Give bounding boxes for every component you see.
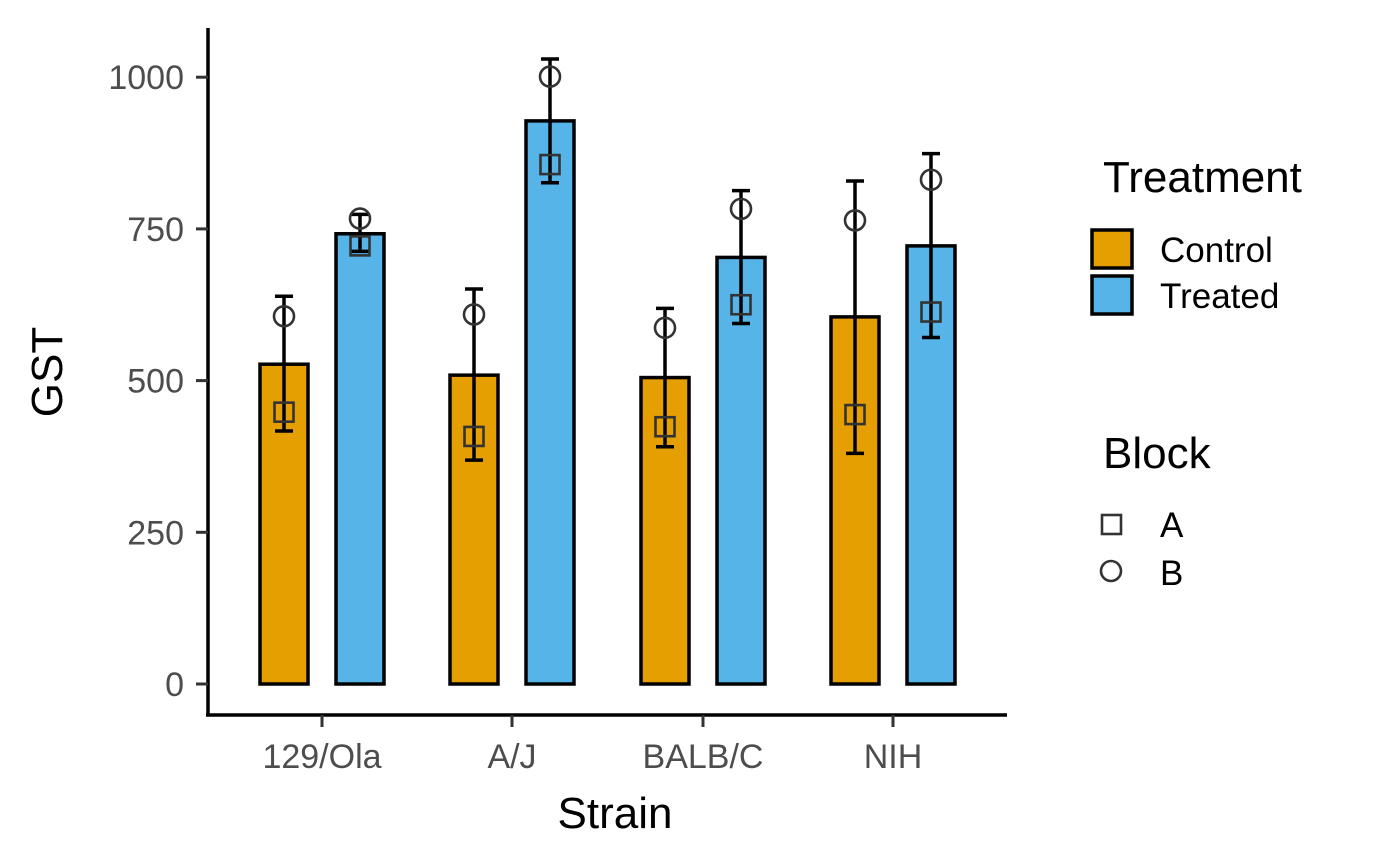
y-tick-label-1000: 1000 xyxy=(108,59,184,97)
legend-label-block-a: A xyxy=(1160,506,1184,545)
circle-icon xyxy=(1099,559,1123,583)
legend-treatment-title: Treatment xyxy=(1103,153,1302,202)
point-block-b-control-0 xyxy=(272,304,296,328)
legend-swatch-treated xyxy=(1090,274,1134,316)
bar-treated-2 xyxy=(715,255,767,686)
point-block-b-control-1 xyxy=(462,303,486,326)
error-bar-treated-3 xyxy=(922,151,940,340)
x-axis-title: Strain xyxy=(558,789,673,838)
bar-treated-1 xyxy=(524,119,576,686)
error-bar-treated-2 xyxy=(732,188,750,326)
x-tick-label-0: 129/Ola xyxy=(262,738,381,776)
point-block-a-treated-3 xyxy=(920,301,942,323)
plot-area xyxy=(258,57,957,686)
point-block-a-treated-2 xyxy=(730,293,752,316)
y-tick-label-0: 0 xyxy=(165,666,184,704)
error-bar-treated-0 xyxy=(351,212,369,254)
point-block-a-control-2 xyxy=(654,415,676,438)
point-block-a-control-0 xyxy=(273,401,295,423)
legend-label-treated: Treated xyxy=(1160,277,1279,316)
square-icon xyxy=(1100,513,1123,536)
x-tick-label-1: A/J xyxy=(487,738,536,776)
y-axis-title: GST xyxy=(23,327,72,417)
point-block-b-treated-0 xyxy=(348,207,372,230)
bar-treated-0 xyxy=(334,232,386,686)
error-bar-control-3 xyxy=(846,179,864,456)
point-block-b-control-3 xyxy=(843,209,867,232)
x-tick-label-3: NIH xyxy=(864,738,923,776)
legend-block: Block A B xyxy=(1099,429,1212,593)
point-block-a-control-3 xyxy=(844,403,866,426)
bar-treated-3 xyxy=(905,244,957,686)
point-block-b-control-2 xyxy=(653,316,677,340)
error-bar-control-2 xyxy=(656,306,674,449)
error-bar-treated-1 xyxy=(541,57,559,185)
point-block-b-treated-2 xyxy=(729,197,753,221)
legend-label-control: Control xyxy=(1160,231,1273,270)
legend-treatment: Treatment Control Treated xyxy=(1090,153,1302,316)
point-block-a-treated-1 xyxy=(539,153,561,176)
y-tick-label-250: 250 xyxy=(127,514,184,552)
error-bar-control-0 xyxy=(275,294,293,433)
error-bar-control-1 xyxy=(465,287,483,462)
axes: 0 250 500 750 1000 129/Ola A/J BALB/C NIH xyxy=(108,28,1007,776)
point-block-b-treated-1 xyxy=(538,65,562,88)
legend-label-block-b: B xyxy=(1160,554,1183,593)
legend-swatch-control xyxy=(1090,228,1134,270)
x-tick-label-2: BALB/C xyxy=(643,738,764,776)
point-block-a-control-1 xyxy=(463,425,485,448)
y-tick-label-500: 500 xyxy=(127,363,184,401)
point-block-a-treated-0 xyxy=(349,235,371,257)
legend-block-title: Block xyxy=(1103,429,1212,478)
y-tick-label-750: 750 xyxy=(127,211,184,249)
point-block-b-treated-3 xyxy=(919,168,943,192)
